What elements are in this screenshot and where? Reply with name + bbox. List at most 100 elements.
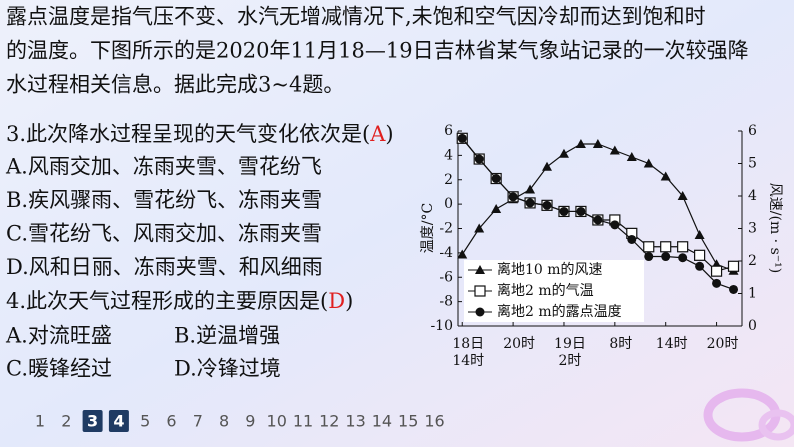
point [695, 261, 705, 271]
question-text: 3.此次降水过程呈现的天气变化依次是( [6, 122, 370, 146]
point [609, 145, 620, 155]
page-button[interactable]: 4 [113, 412, 124, 431]
point [457, 249, 468, 259]
point [626, 152, 637, 161]
option: D.风和日丽、冻雨夹雪、和风细雨 [6, 255, 323, 279]
point [474, 154, 484, 164]
point [660, 171, 671, 181]
y-tick-label: -4 [439, 245, 453, 261]
question-stem: 4.此次天气过程形成的主要原因是(D) [6, 289, 353, 313]
point [694, 230, 705, 239]
y-tick-label: -8 [439, 294, 453, 310]
paragraph-line: 露点温度是指气压不变、水汽无增减情况下,未饱和空气因冷却而达到饱和时 [6, 5, 706, 29]
point [475, 265, 485, 274]
paragraph-line: 的温度。下图所示的是2020年11月18—19日吉林省某气象站记录的一次较强降 [6, 39, 749, 63]
option: B.逆温增强 [174, 324, 280, 348]
page-button[interactable]: 11 [293, 412, 313, 431]
page-button[interactable]: 6 [166, 412, 176, 431]
x-tick-label: 19日 2时 [554, 336, 586, 369]
chart: -10 -8 -6 -4 -2 0 2 4 6 0 1 2 3 4 5 6 18日 14时 20时 19日 2时 8时 14… [420, 123, 783, 369]
point [727, 260, 740, 272]
point [508, 192, 518, 202]
legend-label: 离地10 m的风速 [497, 261, 603, 278]
legend-label: 离地2 m的露点温度 [497, 303, 622, 320]
point [643, 158, 654, 168]
page-button[interactable]: 7 [193, 412, 203, 431]
answer: D [328, 289, 345, 313]
x-tick-label: 14时 [656, 336, 688, 352]
y2-axis-label: 风速/(m · s⁻¹) [767, 183, 783, 273]
page-button-bg [108, 410, 129, 432]
point [542, 200, 552, 210]
y2-tick-label: 4 [748, 188, 757, 204]
x-tick-label: 20时 [707, 336, 739, 352]
decoration [758, 409, 794, 441]
option: A.风雨交加、冻雨夹雪、雪花纷飞 [5, 155, 322, 179]
point [558, 148, 569, 158]
page-button-bg [82, 410, 103, 432]
point [525, 198, 535, 208]
page-button[interactable]: 16 [424, 412, 444, 431]
point [491, 204, 502, 213]
point [457, 133, 467, 143]
y-tick-label: 2 [444, 172, 453, 188]
y-tick-label: -2 [439, 221, 453, 237]
point [729, 284, 739, 294]
point [575, 139, 586, 148]
point [474, 223, 485, 233]
point [712, 278, 722, 288]
answer: A [369, 122, 386, 146]
option: A.对流旺盛 [5, 324, 112, 348]
point [644, 252, 654, 262]
y2-tick-label: 3 [748, 221, 757, 237]
point [542, 161, 553, 171]
x-tick-label: 8时 [609, 336, 632, 352]
y-axis-label: 温度/°C [420, 203, 436, 253]
point [559, 206, 569, 216]
point [710, 265, 723, 277]
point [678, 253, 688, 263]
y-tick-label: -6 [439, 269, 453, 285]
page-button[interactable]: 5 [140, 412, 150, 431]
y2-tick-label: 1 [748, 286, 757, 302]
point [576, 206, 586, 216]
option: C.暖锋经过 [6, 357, 112, 381]
point [661, 252, 671, 262]
x-tick-label: 18日 14时 [452, 336, 484, 369]
page-button[interactable]: 15 [398, 412, 418, 431]
option: D.冷锋过境 [174, 357, 281, 381]
question-stem: 3.此次降水过程呈现的天气变化依次是(A) [6, 122, 394, 146]
legend [464, 260, 644, 322]
point [677, 191, 688, 200]
page-button[interactable]: 2 [61, 412, 71, 431]
y-tick-label: 6 [444, 123, 453, 139]
page-button[interactable]: 8 [219, 412, 229, 431]
point [593, 215, 603, 225]
point [474, 285, 486, 297]
point [610, 220, 620, 230]
x-tick-label: 20时 [503, 336, 535, 352]
page-button[interactable]: 1 [35, 412, 45, 431]
page-button[interactable]: 9 [245, 412, 255, 431]
y2-tick-label: 5 [748, 156, 757, 172]
point [475, 307, 485, 317]
page-button[interactable]: 3 [87, 412, 98, 431]
point [694, 249, 706, 261]
point [643, 241, 655, 253]
page-button[interactable]: 12 [319, 412, 339, 431]
page-button[interactable]: 10 [267, 412, 287, 431]
y-tick-label: -10 [430, 318, 453, 334]
point [592, 139, 603, 148]
page-button[interactable]: 13 [345, 412, 365, 431]
option: B.疾风骤雨、雪花纷飞、冻雨夹雪 [6, 188, 322, 212]
y-tick-label: 0 [444, 196, 453, 212]
y2-tick-label: 0 [748, 318, 757, 334]
paragraph-line: 水过程相关信息。据此完成3~4题。 [6, 73, 344, 97]
point [627, 234, 637, 244]
page-button[interactable]: 14 [372, 412, 392, 431]
point [660, 241, 672, 253]
option: C.雪花纷飞、风雨交加、冻雨夹雪 [6, 222, 322, 246]
legend-label: 离地2 m的气温 [497, 282, 594, 299]
